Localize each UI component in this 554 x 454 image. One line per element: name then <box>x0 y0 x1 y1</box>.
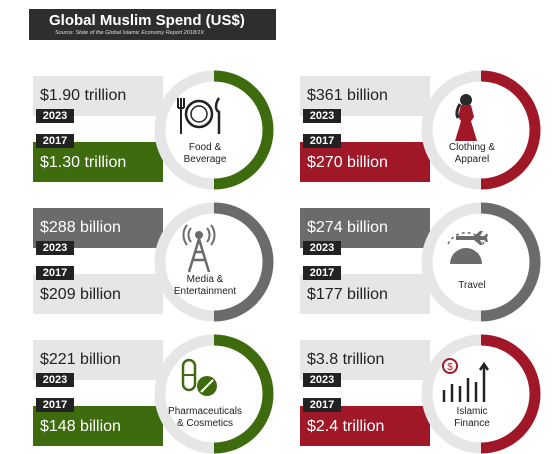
value-2023: $274 billion <box>307 219 388 236</box>
band-2017 <box>33 406 163 446</box>
category-label: Clothing & Apparel <box>426 142 518 166</box>
value-2023: $1.90 trillion <box>40 87 127 104</box>
broadcast-tower-icon <box>169 224 229 279</box>
category-card: $288 billion 2023 2017 $209 billion Media & E… <box>33 202 274 322</box>
growth-chart-icon: $ <box>436 356 496 411</box>
chart-title: Global Muslim Spend (US$) <box>49 12 245 29</box>
hijab-woman-icon <box>436 92 496 147</box>
category-card: $1.90 trillion 2023 2017 $1.30 trillion Food… <box>33 70 274 190</box>
band-2017 <box>300 406 430 446</box>
category-label-line: Islamic <box>456 406 488 417</box>
category-card: $ $3.8 trillion 2023 2017 $2.4 trillion Islam… <box>300 334 541 454</box>
year-2017-tag: 2017 <box>303 266 341 280</box>
value-2023: $221 billion <box>40 351 121 368</box>
value-2023: $3.8 trillion <box>307 351 385 368</box>
year-2023-tag: 2023 <box>303 241 341 255</box>
category-label: Food & Beverage <box>159 142 251 166</box>
value-2017: $1.30 trillion <box>40 154 127 171</box>
band-2017 <box>33 142 163 182</box>
airplane-globe-icon <box>436 224 496 279</box>
value-2017: $270 billion <box>307 154 388 171</box>
category-label: Islamic Finance <box>426 406 518 430</box>
category-label-line: & Cosmetics <box>176 418 234 429</box>
value-2023: $361 billion <box>307 87 388 104</box>
pill-capsule-icon <box>169 356 229 411</box>
category-label-line: Travel <box>458 280 486 291</box>
year-2017-tag: 2017 <box>36 266 74 280</box>
year-2017-tag: 2017 <box>303 134 341 148</box>
value-2017: $209 billion <box>40 286 121 303</box>
category-card: $361 billion 2023 2017 $270 billion Clothing… <box>300 70 541 190</box>
year-2023-tag: 2023 <box>36 109 74 123</box>
category-label-line: Food & <box>188 142 222 153</box>
category-label-line: Apparel <box>454 154 490 165</box>
title-bar: Global Muslim Spend (US$) Source: State … <box>29 9 276 40</box>
category-label-line: Media & <box>186 274 224 285</box>
value-2017: $2.4 trillion <box>307 418 385 435</box>
year-2023-tag: 2023 <box>303 373 341 387</box>
category-label-line: Clothing & <box>448 142 496 153</box>
band-2017 <box>300 142 430 182</box>
category-label-line: Beverage <box>183 154 227 165</box>
category-card: $274 billion 2023 2017 $177 billion Travel <box>300 202 541 322</box>
band-2017 <box>33 274 163 314</box>
band-2017 <box>300 274 430 314</box>
category-ring <box>154 202 274 322</box>
category-label-line: Finance <box>454 418 490 429</box>
category-label: Media & Entertainment <box>159 274 251 298</box>
source-note: Source: State of the Global Islamic Econ… <box>55 30 204 36</box>
category-label-line: Pharmaceuticals <box>168 406 242 417</box>
year-2017-tag: 2017 <box>303 398 341 412</box>
year-2017-tag: 2017 <box>36 398 74 412</box>
svg-text:$: $ <box>447 362 453 373</box>
category-ring <box>154 334 274 454</box>
fork-plate-knife-icon <box>169 92 229 147</box>
category-ring <box>421 334 541 454</box>
year-2023-tag: 2023 <box>303 109 341 123</box>
category-card: $221 billion 2023 2017 $148 billion Pharmace… <box>33 334 274 454</box>
year-2023-tag: 2023 <box>36 241 74 255</box>
value-2017: $148 billion <box>40 418 121 435</box>
year-2023-tag: 2023 <box>36 373 74 387</box>
value-2023: $288 billion <box>40 219 121 236</box>
category-label: Pharmaceuticals & Cosmetics <box>159 406 251 430</box>
category-ring <box>421 70 541 190</box>
year-2017-tag: 2017 <box>36 134 74 148</box>
category-label-line: Entertainment <box>173 286 237 297</box>
category-label: Travel <box>426 280 518 292</box>
value-2017: $177 billion <box>307 286 388 303</box>
